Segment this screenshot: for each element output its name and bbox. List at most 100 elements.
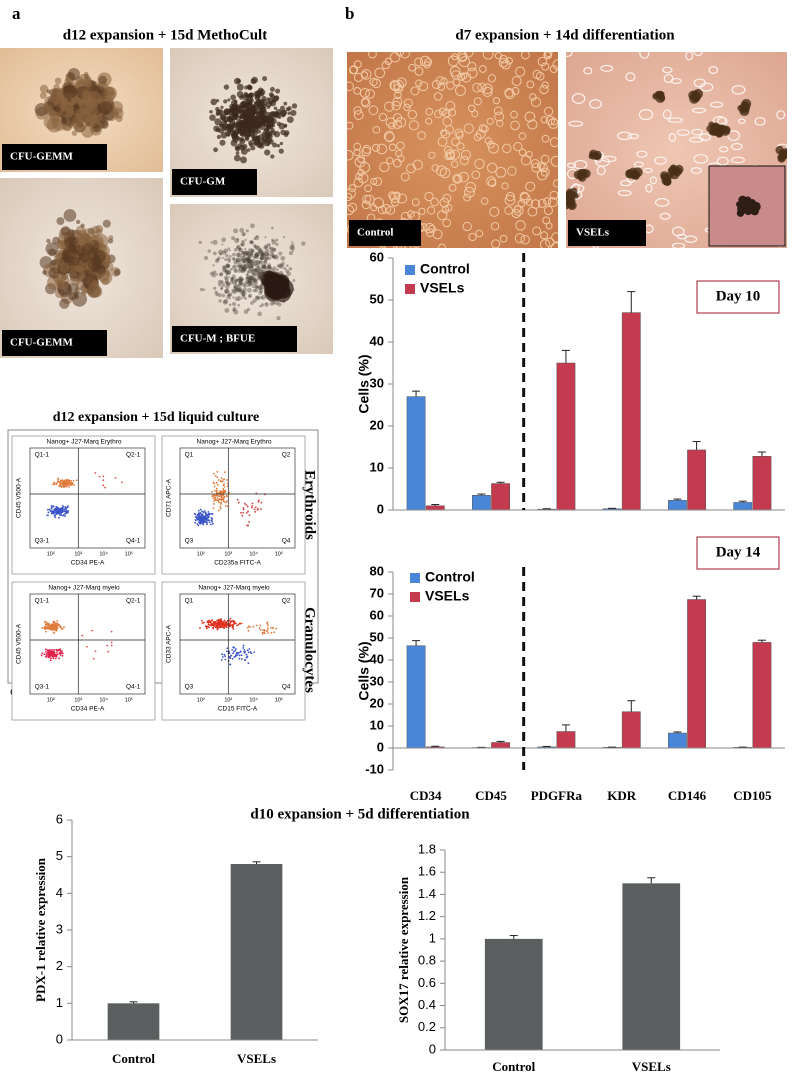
cell	[246, 229, 249, 232]
event-dot	[248, 630, 250, 632]
event-dot	[62, 655, 64, 657]
event-dot	[61, 486, 63, 488]
event-dot	[224, 486, 226, 488]
cell	[240, 113, 245, 118]
event-dot	[226, 479, 228, 481]
micrograph	[0, 178, 163, 358]
bar	[668, 733, 686, 748]
event-dot	[115, 477, 117, 479]
event-dot	[267, 627, 269, 629]
flow-header: Nanog+ J27-Marq myelo	[198, 585, 270, 592]
event-dot	[62, 486, 64, 488]
cell	[290, 110, 296, 116]
cell	[215, 291, 219, 295]
cell	[257, 129, 261, 133]
cell	[210, 241, 212, 243]
event-dot	[45, 631, 47, 633]
cell	[279, 148, 284, 153]
cell	[274, 131, 280, 137]
cell	[48, 105, 53, 110]
event-dot	[226, 647, 228, 649]
flow-tick: 10⁵	[275, 696, 283, 703]
event-dot	[51, 649, 53, 651]
event-dot	[50, 655, 52, 657]
error-bar	[627, 701, 635, 712]
cell	[285, 269, 289, 273]
flow-tick: 10⁴	[99, 696, 108, 703]
event-dot	[214, 490, 216, 492]
event-dot	[221, 659, 223, 661]
error-bar	[693, 442, 701, 450]
panel-title: d12 expansion + 15d liquid culture	[53, 410, 260, 425]
event-dot	[248, 625, 250, 627]
event-dot	[45, 648, 47, 650]
image-label: CFU-M ; BFUE	[180, 333, 255, 345]
x-tick-label: KDR	[607, 788, 637, 803]
cell	[235, 279, 238, 282]
cell	[283, 236, 285, 238]
event-dot	[68, 479, 70, 481]
event-dot	[49, 628, 51, 630]
event-dot	[99, 476, 101, 478]
event-dot	[239, 655, 241, 657]
event-dot	[55, 658, 57, 660]
event-dot	[233, 628, 235, 630]
cell	[64, 209, 77, 222]
cell	[256, 285, 259, 288]
event-dot	[63, 482, 65, 484]
cell	[270, 94, 275, 99]
cell	[104, 87, 117, 100]
cell	[265, 117, 270, 122]
event-dot	[206, 626, 208, 628]
cell	[234, 128, 240, 134]
bar	[108, 1003, 160, 1040]
panel-letter: b	[345, 4, 354, 23]
event-dot	[254, 508, 256, 510]
cell	[62, 111, 66, 115]
event-dot	[200, 509, 202, 511]
event-dot	[199, 523, 201, 525]
cell	[222, 257, 224, 259]
cell	[264, 236, 266, 238]
cell	[59, 299, 69, 309]
cell	[272, 266, 276, 270]
event-dot	[58, 649, 60, 651]
cell	[254, 246, 257, 249]
event-dot	[53, 513, 55, 515]
cell	[243, 101, 249, 107]
event-dot	[215, 494, 217, 496]
event-dot	[211, 495, 213, 497]
event-dot	[246, 525, 248, 527]
event-dot	[53, 631, 55, 633]
cell	[233, 268, 237, 272]
event-dot	[51, 513, 53, 515]
cell	[260, 288, 263, 291]
event-dot	[57, 653, 59, 655]
event-dot	[248, 521, 250, 523]
event-dot	[211, 518, 213, 520]
event-dot	[63, 509, 65, 511]
cell	[278, 116, 281, 119]
event-dot	[212, 628, 214, 630]
quadrant-label: Q4-1	[126, 538, 141, 545]
y-tick-label: 70	[370, 585, 384, 600]
event-dot	[202, 524, 204, 526]
event-dot	[242, 512, 244, 514]
cell	[668, 168, 673, 173]
event-dot	[64, 479, 66, 481]
flow-y-label: CD45 V500-A	[16, 623, 23, 664]
event-dot	[221, 653, 223, 655]
event-dot	[233, 620, 235, 622]
event-dot	[224, 659, 226, 661]
cell	[237, 143, 243, 149]
cell	[230, 268, 233, 271]
event-dot	[47, 509, 49, 511]
event-dot	[211, 491, 213, 493]
event-dot	[238, 502, 240, 504]
y-tick-label: 1.4	[418, 886, 436, 901]
event-dot	[57, 480, 59, 482]
image-label: VSELs	[576, 227, 610, 239]
bar	[622, 883, 680, 1050]
cell	[280, 110, 287, 117]
